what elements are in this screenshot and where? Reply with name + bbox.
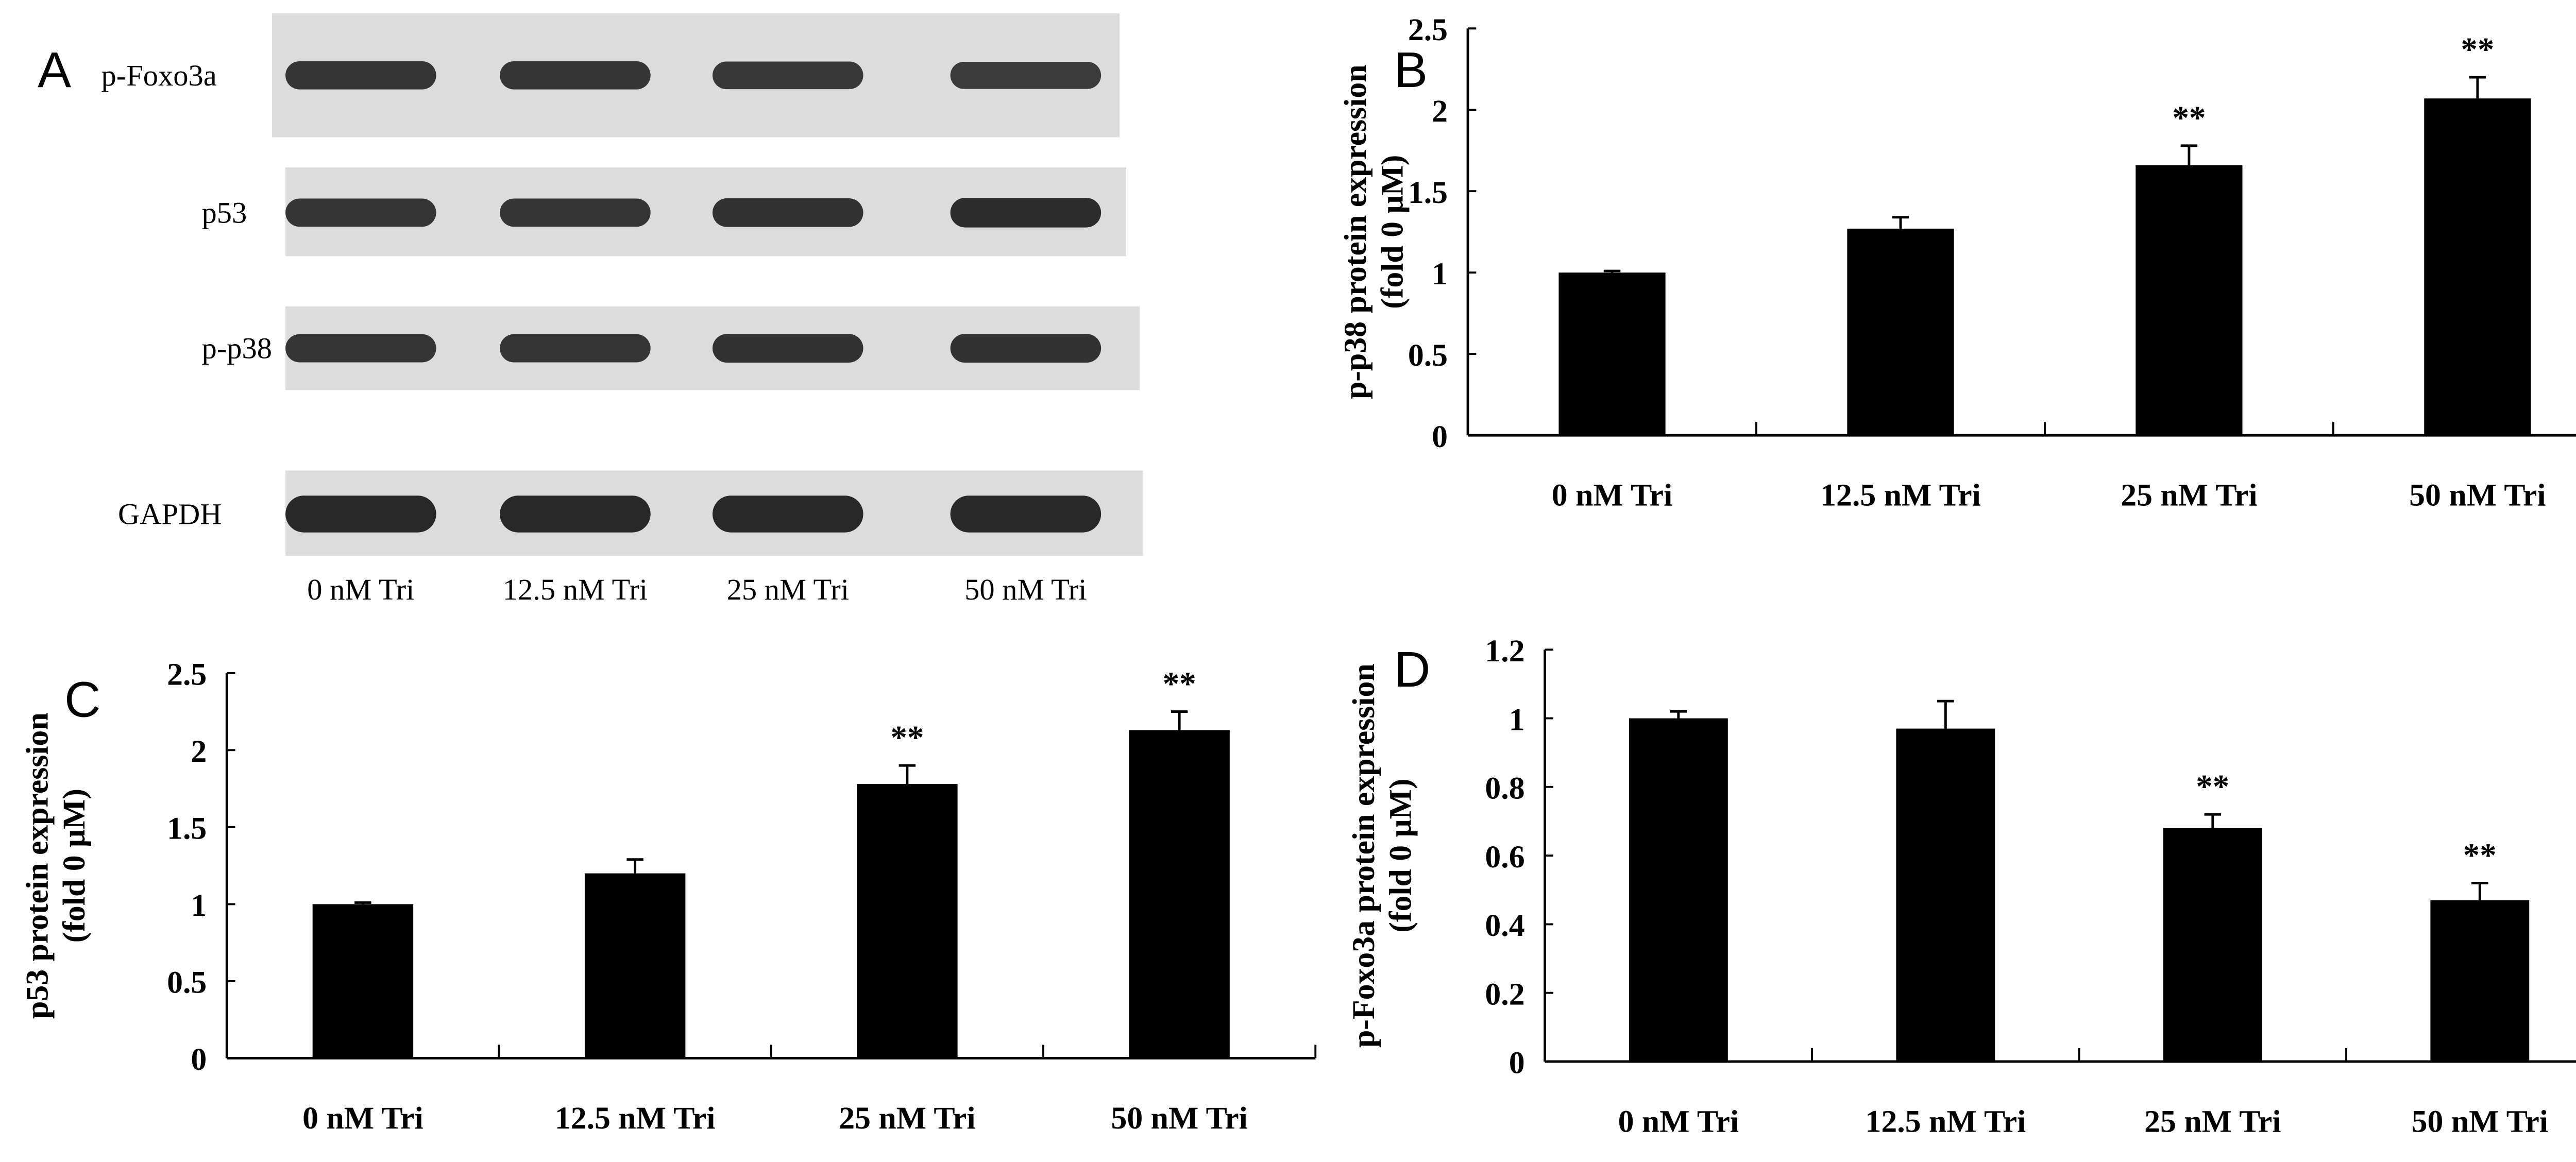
y-axis-label-units: (fold 0 μM) bbox=[1375, 155, 1410, 309]
panel-letter-d: D bbox=[1394, 641, 1430, 697]
y-axis-label-units: (fold 0 μM) bbox=[57, 789, 92, 943]
y-tick-label: 0 bbox=[191, 1042, 207, 1077]
x-tick-label: 25 nM Tri bbox=[2121, 478, 2257, 513]
significance-mark: ** bbox=[1163, 665, 1196, 703]
y-axis-label-units: (fold 0 μM) bbox=[1383, 779, 1418, 933]
blot-lane-label: 50 nM Tri bbox=[964, 573, 1087, 606]
blot-band bbox=[500, 198, 651, 227]
y-axis-label: p53 protein expression bbox=[20, 712, 55, 1019]
blot-band bbox=[950, 334, 1101, 363]
significance-mark: ** bbox=[2196, 768, 2229, 806]
blot-band bbox=[712, 334, 863, 363]
bar bbox=[1629, 718, 1728, 1062]
bar bbox=[2424, 98, 2531, 436]
blot-row-label: GAPDH bbox=[118, 497, 222, 531]
blot-band bbox=[712, 61, 863, 90]
panel-letter-a: A bbox=[38, 42, 71, 98]
blot-band bbox=[500, 61, 651, 90]
blot-band bbox=[500, 495, 651, 533]
y-tick-label: 0 bbox=[1432, 419, 1448, 454]
bar-charts: 0 0.5 1 1.5 2 2.5 0 nM Tri 12.5 nM Tri ** 25 nM T… bbox=[20, 12, 2576, 1139]
significance-mark: ** bbox=[2461, 31, 2494, 69]
blot-lane-label: 25 nM Tri bbox=[727, 573, 849, 606]
blot-row-label: p53 bbox=[202, 196, 247, 229]
bar bbox=[2430, 900, 2530, 1062]
bar bbox=[1558, 272, 1666, 436]
x-tick-label: 12.5 nM Tri bbox=[1866, 1104, 2026, 1139]
x-tick-label: 25 nM Tri bbox=[2144, 1104, 2281, 1139]
blot-band bbox=[712, 198, 863, 227]
x-tick-label: 0 nM Tri bbox=[302, 1101, 423, 1136]
blot-band bbox=[950, 198, 1101, 228]
significance-mark: ** bbox=[890, 720, 924, 757]
blot-row-label: p-p38 bbox=[202, 332, 272, 365]
x-tick-label: 50 nM Tri bbox=[1111, 1101, 1247, 1136]
bar bbox=[1847, 228, 1954, 436]
y-tick-label: 0.6 bbox=[1485, 840, 1524, 875]
y-tick-label: 0.5 bbox=[1408, 338, 1448, 373]
blot-band bbox=[285, 198, 436, 227]
bar bbox=[2136, 165, 2243, 436]
bar bbox=[857, 784, 958, 1058]
x-tick-label: 0 nM Tri bbox=[1618, 1104, 1739, 1139]
x-tick-label: 12.5 nM Tri bbox=[555, 1101, 716, 1136]
panel-letter-b: B bbox=[1394, 42, 1428, 98]
blot-lane-label: 0 nM Tri bbox=[307, 573, 414, 606]
y-axis-label: p-p38 protein expression bbox=[1338, 64, 1373, 399]
significance-mark: ** bbox=[2463, 837, 2497, 874]
y-tick-label: 1.2 bbox=[1485, 634, 1524, 669]
x-tick-label: 12.5 nM Tri bbox=[1820, 478, 1981, 513]
y-axis-label: p-Foxo3a protein expression bbox=[1346, 663, 1381, 1048]
blot-band bbox=[285, 495, 436, 533]
chart-d: 0 0.2 0.4 0.6 0.8 1 1.2 0 nM Tri 12.5 nM Tri ** 25… bbox=[1346, 634, 2576, 1139]
y-tick-label: 0.8 bbox=[1485, 771, 1524, 806]
y-tick-label: 1 bbox=[1509, 702, 1525, 737]
bar bbox=[1129, 730, 1230, 1058]
y-tick-label: 1 bbox=[1432, 257, 1448, 292]
y-tick-label: 0 bbox=[1509, 1046, 1525, 1081]
significance-mark: ** bbox=[2172, 99, 2206, 136]
x-tick-label: 25 nM Tri bbox=[839, 1101, 975, 1136]
bar bbox=[2163, 828, 2262, 1062]
x-tick-label: 50 nM Tri bbox=[2409, 478, 2546, 513]
panel-letter-c: C bbox=[64, 671, 100, 727]
y-tick-label: 1.5 bbox=[1408, 175, 1448, 210]
y-tick-label: 0.5 bbox=[167, 965, 207, 1000]
bar bbox=[1896, 728, 1995, 1062]
y-tick-label: 2.5 bbox=[167, 657, 207, 692]
y-tick-label: 0.4 bbox=[1485, 908, 1524, 943]
chart-b: 0 0.5 1 1.5 2 2.5 0 nM Tri 12.5 nM Tri ** 25 nM T… bbox=[1338, 12, 2576, 513]
bar bbox=[584, 873, 686, 1058]
blot-band bbox=[950, 495, 1101, 533]
blot-lane-label: 12.5 nM Tri bbox=[503, 573, 648, 606]
blot-band bbox=[285, 61, 436, 90]
y-tick-label: 2.5 bbox=[1408, 12, 1448, 47]
bar bbox=[312, 904, 414, 1058]
y-tick-label: 1 bbox=[191, 888, 207, 923]
x-tick-label: 0 nM Tri bbox=[1552, 478, 1672, 513]
y-tick-label: 1.5 bbox=[167, 811, 207, 846]
blot-band bbox=[712, 495, 863, 533]
chart-c: 0 0.5 1 1.5 2 2.5 0 nM Tri 12.5 nM Tri ** 25 nM T… bbox=[20, 657, 1317, 1136]
blot-band bbox=[500, 334, 651, 363]
blot-band bbox=[285, 334, 436, 363]
blot-band bbox=[950, 61, 1101, 89]
y-tick-label: 2 bbox=[1432, 94, 1448, 129]
blot-row-label: p-Foxo3a bbox=[101, 59, 216, 92]
western-blot: p-Foxo3a p53 p-p38 GAPDH 0 nM Tri 12.5 nM Tri… bbox=[101, 13, 1143, 606]
y-tick-label: 0.2 bbox=[1485, 977, 1524, 1012]
x-tick-label: 50 nM Tri bbox=[2412, 1104, 2548, 1139]
y-tick-label: 2 bbox=[191, 734, 207, 769]
